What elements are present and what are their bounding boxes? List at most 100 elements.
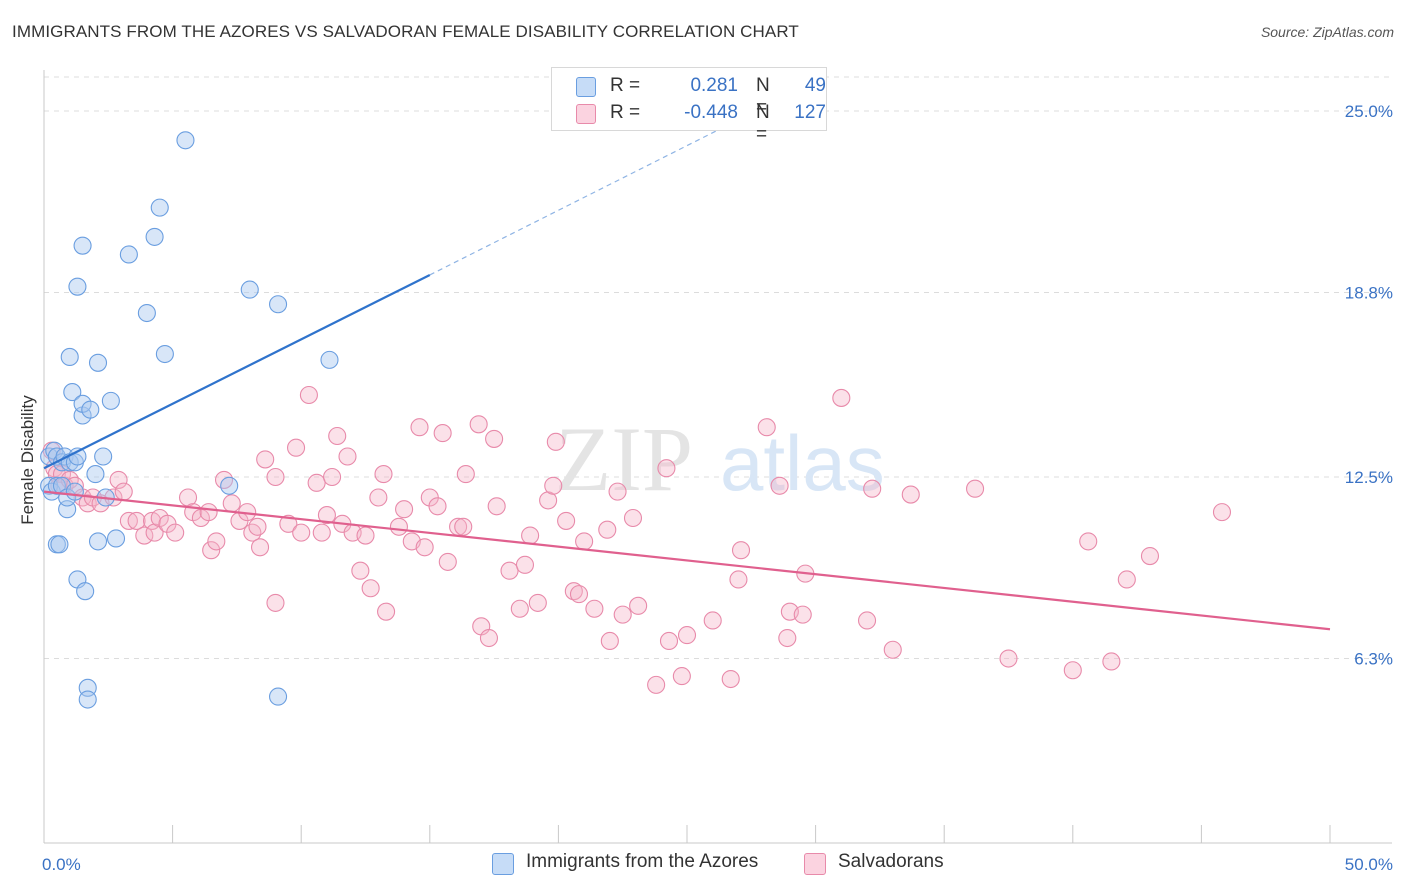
salvadoran-point (1212, 503, 1232, 522)
x-tick-label: 50.0% (1345, 855, 1393, 874)
salvadoran-point (428, 497, 447, 516)
salvadoran-point (613, 605, 632, 624)
salvadoran-point (672, 667, 691, 686)
azores-point (155, 344, 174, 364)
salvadoran-point (479, 628, 499, 648)
salvadoran-point (677, 626, 697, 645)
salvadoran-point (1063, 661, 1082, 680)
salvadoran-point (307, 473, 326, 492)
azores-trend-extension (429, 119, 739, 276)
legend-r-label: R = (610, 102, 641, 123)
salvadorans-trend-line (43, 490, 1331, 631)
salvadoran-point (966, 479, 985, 498)
salvadoran-point (312, 523, 331, 542)
legend-n-label: N = (756, 102, 770, 145)
azores-point (320, 350, 339, 369)
azores-point (60, 347, 79, 366)
salvadoran-point (585, 599, 604, 618)
salvadoran-point (222, 494, 241, 513)
salvadoran-point (356, 526, 375, 545)
salvadoran-point (557, 511, 576, 530)
azores-point (176, 131, 195, 150)
salvadoran-point (127, 511, 146, 530)
legend-r-value: 0.281 (690, 75, 738, 96)
salvadoran-point (135, 526, 154, 545)
salvadoran-point (770, 476, 789, 495)
y-tick-label: 6.3% (1354, 650, 1393, 669)
salvadoran-point (1079, 532, 1098, 551)
salvadoran-point (395, 500, 414, 519)
azores-point (88, 532, 108, 551)
source-label: Source: ZipAtlas.com (1260, 24, 1394, 40)
salvadoran-point (410, 418, 429, 437)
legend-n-label: N = (756, 75, 770, 118)
azores-point (50, 535, 69, 554)
salvadoran-point (757, 418, 776, 437)
salvadoran-point (351, 561, 370, 580)
salvadoran-point (377, 602, 396, 621)
salvadoran-point (544, 476, 563, 495)
salvadoran-point (243, 523, 262, 542)
azores-point (145, 227, 164, 246)
salvadoran-point (623, 508, 643, 528)
axes (43, 70, 1392, 844)
salvadoran-point (292, 523, 311, 542)
salvadoran-point (374, 465, 393, 484)
azores-point (76, 582, 95, 601)
azores-point (101, 391, 120, 410)
azores-point (73, 236, 92, 255)
salvadoran-point (731, 541, 751, 560)
salvadoran-point (721, 669, 740, 689)
azores-point (78, 690, 97, 709)
azores-point (47, 476, 66, 495)
salvadoran-point (778, 628, 797, 648)
watermark-zip: ZIP (555, 408, 693, 510)
trend-lines (43, 119, 1331, 631)
salvadoran-point (438, 552, 457, 571)
salvadoran-point (1140, 547, 1160, 566)
salvadoran-point (564, 582, 583, 601)
salvadoran-point (119, 511, 138, 530)
azores-point (63, 383, 82, 402)
salvadoran-point (266, 593, 285, 612)
salvadoran-point (214, 470, 234, 489)
chart-title: IMMIGRANTS FROM THE AZORES VS SALVADORAN… (12, 22, 799, 41)
legend-n-value: 49 (804, 75, 826, 96)
azores-point (137, 303, 156, 323)
salvadoran-point (256, 450, 275, 469)
salvadoran-point (857, 611, 877, 630)
watermark: ZIP atlas (555, 408, 885, 510)
azores-point (269, 295, 288, 314)
salvadoran-point (575, 532, 594, 551)
salvadoran-point (389, 517, 408, 536)
salvadoran-point (266, 467, 285, 487)
azores-point (81, 400, 100, 419)
salvadoran-point (659, 631, 679, 651)
legend-swatch-salvadorans (804, 853, 826, 875)
watermark-atlas: atlas (720, 419, 885, 507)
salvadoran-point (1102, 652, 1121, 671)
legend-swatch-azores (576, 77, 596, 97)
azores-point (106, 529, 126, 548)
y-tick-labels: 6.3% 12.5% 18.8% 25.0% (1345, 102, 1393, 669)
salvadoran-point (863, 479, 882, 498)
salvadoran-point (454, 517, 473, 536)
azores-point (220, 476, 239, 495)
salvadoran-point (109, 470, 128, 489)
salvadoran-point (832, 388, 851, 407)
salvadoran-point (114, 482, 133, 501)
salvadoran-point (248, 517, 267, 536)
legend-label-azores: Immigrants from the Azores (526, 851, 759, 872)
azores-trend-line (43, 273, 431, 470)
salvadoran-point (415, 538, 434, 557)
salvadoran-point (657, 459, 676, 478)
salvadoran-point (207, 532, 226, 551)
legend-label-salvadorans: Salvadorans (838, 851, 944, 872)
azores-point (150, 198, 169, 217)
salvadoran-point (500, 561, 519, 580)
y-tick-label: 18.8% (1345, 284, 1393, 303)
azores-point (94, 447, 113, 466)
stats-legend: R = 0.281 N = 49 R = -0.448 N = 127 (551, 67, 827, 145)
salvadoran-point (317, 506, 336, 525)
